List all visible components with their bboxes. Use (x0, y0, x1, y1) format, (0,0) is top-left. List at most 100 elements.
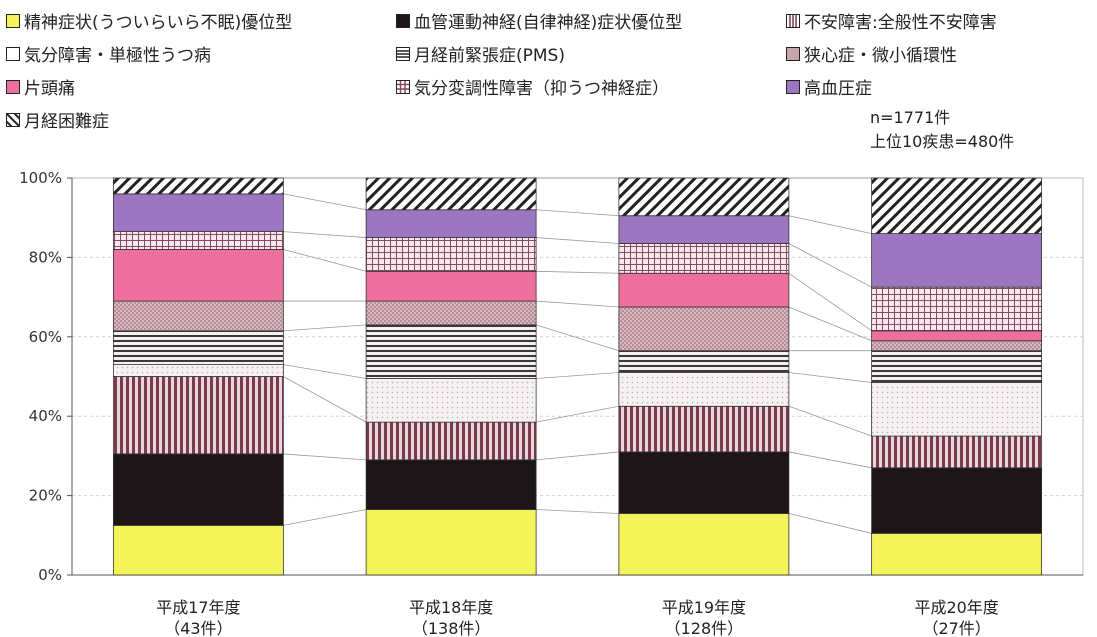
series-connector (536, 509, 619, 514)
bar-segment (618, 350, 790, 373)
legend-label: 狭心症・微小循環性 (804, 46, 957, 66)
legend-label: 月経困難症 (24, 112, 109, 132)
series-connector (536, 324, 619, 352)
legend-swatch-icon (786, 46, 800, 61)
bar-segment (112, 453, 284, 526)
bar-segment (365, 237, 537, 272)
series-connector (283, 231, 367, 238)
bar-segment (871, 350, 1043, 383)
legend-swatch-icon (396, 79, 410, 94)
x-category-count-label: （27件） (922, 619, 990, 637)
bar-segment (112, 300, 284, 332)
bar-segment (112, 231, 284, 250)
legend-item: 高血圧症 (786, 74, 872, 99)
legend-item: 気分変調性障害（抑うつ神経症） (396, 74, 669, 99)
legend-swatch-icon (6, 13, 20, 28)
bar-segment (618, 372, 790, 407)
x-category-count-label: （138件） (412, 619, 491, 637)
series-connector (536, 372, 619, 379)
bar-segment (618, 272, 790, 308)
bar-segment (365, 177, 537, 211)
bar-segment (871, 435, 1043, 469)
y-tick-label: 40% (29, 407, 62, 425)
bar-segment (112, 193, 284, 232)
legend-swatch-icon (6, 112, 20, 127)
legend-item: 片頭痛 (6, 74, 75, 99)
legend-label: 気分障害・単極性うつ病 (24, 46, 211, 66)
legend-item: 精神症状(うついらいら不眠)優位型 (6, 8, 292, 33)
top10-note: 上位10疾患=480件 (870, 132, 1015, 151)
bar-segment (871, 382, 1043, 437)
y-tick-label: 80% (29, 248, 62, 266)
bar-segment (112, 524, 284, 576)
bar-segment (112, 177, 284, 195)
bar-segment (618, 405, 790, 453)
bar-segment (618, 306, 790, 352)
series-connector (788, 405, 872, 437)
legend-item: 血管運動神経(自律神経)症状優位型 (396, 8, 682, 33)
legend-label: 不安障害:全般性不安障害 (804, 13, 997, 33)
x-category-label: 平成18年度 (409, 598, 493, 617)
legend-label: 月経前緊張症(PMS) (414, 46, 565, 66)
series-connector (536, 451, 619, 461)
bar-segment (618, 513, 790, 576)
series-connector (788, 243, 872, 288)
bar-segment (112, 364, 284, 377)
series-connector (536, 405, 619, 423)
legend-label: 血管運動神経(自律神経)症状優位型 (414, 13, 683, 33)
plot-area: 0% 20% 40% 60% 80% 100% 平成17年度 （43件） 平成18年度 （138件… (19, 169, 1084, 637)
x-category-label: 平成20年度 (914, 598, 998, 617)
series-connector (788, 372, 872, 383)
series-connector (536, 237, 619, 244)
legend-item: 狭心症・微小循環性 (786, 41, 957, 66)
bar-segment (365, 270, 537, 302)
series-connector (283, 324, 367, 332)
y-tick-label: 0% (38, 566, 62, 584)
bar-segment (365, 324, 537, 379)
legend-swatch-icon (6, 79, 20, 94)
x-category-label: 平成19年度 (662, 598, 746, 617)
bar-segment (618, 243, 790, 274)
series-connector (788, 306, 872, 342)
bar-segment (871, 467, 1043, 534)
series-connector (283, 376, 367, 423)
bar-segment (618, 177, 790, 217)
bar-segment (365, 300, 537, 326)
series-connector (788, 272, 872, 332)
legend-item: 月経困難症 (6, 107, 109, 132)
x-category-count-label: （43件） (164, 619, 232, 637)
legend-item: 気分障害・単極性うつ病 (6, 41, 211, 66)
legend-label: 精神症状(うついらいら不眠)優位型 (24, 13, 293, 33)
series-connector (283, 193, 367, 211)
legend-item: 不安障害:全般性不安障害 (786, 8, 997, 33)
bar-segment (112, 330, 284, 365)
x-category-count-label: （128件） (665, 619, 744, 637)
legend-label: 気分変調性障害（抑うつ神経症） (414, 79, 669, 99)
bar-segment (365, 209, 537, 238)
bar-segment (112, 376, 284, 455)
legend: 精神症状(うついらいら不眠)優位型 気分障害・単極性うつ病 片頭痛 月経困難症 … (6, 8, 1091, 132)
legend-label: 高血圧症 (804, 79, 872, 99)
bar-segment (871, 177, 1043, 234)
bar-segment (365, 459, 537, 510)
series-connector (536, 209, 619, 217)
x-category-label: 平成17年度 (156, 598, 240, 617)
series-connector (283, 453, 367, 461)
y-tick-label: 20% (29, 487, 62, 505)
legend-swatch-icon (786, 79, 800, 94)
bar-segment (871, 286, 1043, 332)
bar-segment (365, 378, 537, 423)
series-connector (283, 509, 367, 526)
sample-size-note: n=1771件 (870, 108, 951, 127)
series-connector (283, 249, 367, 272)
y-tick-label: 60% (29, 328, 62, 346)
legend-swatch-icon (786, 13, 800, 28)
bar-segment (365, 509, 537, 576)
bar-segment (618, 451, 790, 514)
bar-segment (871, 340, 1043, 352)
legend-label: 片頭痛 (24, 79, 75, 99)
legend-item: 月経前緊張症(PMS) (396, 41, 565, 66)
bar-segment (871, 233, 1043, 288)
series-connector (536, 300, 619, 308)
